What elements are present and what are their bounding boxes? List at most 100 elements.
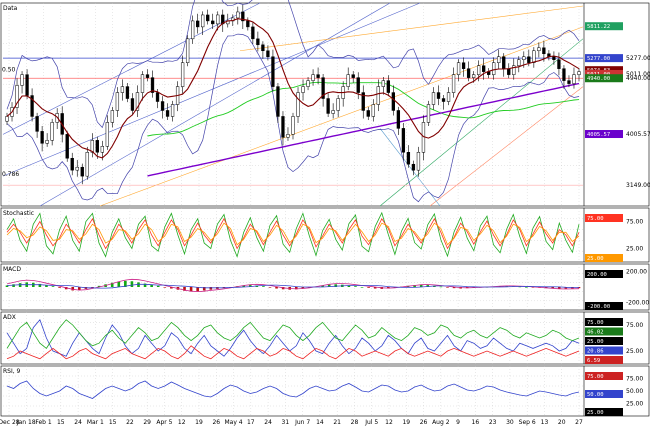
macd-histogram-bar	[321, 285, 324, 287]
candle-body	[50, 122, 54, 141]
pane-title: MACD	[3, 266, 21, 273]
macd-histogram-bar	[45, 285, 48, 287]
trend-line	[39, 2, 391, 207]
macd-histogram-bar	[242, 285, 245, 287]
candle-body	[85, 152, 89, 177]
candle-body	[532, 50, 536, 63]
candle-body	[326, 98, 330, 114]
candle-body	[381, 80, 385, 87]
macd-histogram-bar	[51, 286, 55, 287]
indicator-tag-label: 46.02	[587, 330, 604, 336]
candle-body	[211, 20, 215, 25]
macd-histogram-bar	[97, 285, 101, 287]
candle-body	[406, 152, 411, 165]
candle-body	[45, 140, 49, 144]
candle-body	[165, 110, 170, 117]
fib-label: 0.50	[2, 67, 16, 74]
candle-body	[25, 74, 29, 96]
candle-body	[180, 62, 185, 87]
time-axis-label: Dec 28	[0, 419, 20, 426]
trend-line	[239, 5, 584, 52]
indicator-tag	[585, 337, 623, 345]
indicator-tag	[585, 372, 623, 380]
candle-body	[40, 131, 44, 144]
time-axis-label: 27	[575, 419, 583, 426]
indicator-tag-label: 75.00	[587, 216, 604, 222]
candle-body	[5, 116, 9, 122]
candle-body	[155, 92, 160, 102]
candle-body	[527, 56, 531, 63]
candle-body	[451, 74, 456, 93]
price-axis-tick: 4005.57	[626, 131, 650, 138]
candle-body	[150, 77, 155, 93]
time-axis-label: 28	[351, 419, 359, 426]
candle-body	[346, 74, 350, 87]
candle-body	[190, 20, 195, 40]
time-axis-label: Jul 5	[364, 419, 378, 426]
candle-body	[461, 62, 466, 69]
candle-body	[351, 74, 355, 78]
candle-body	[201, 14, 205, 28]
candle-body	[286, 134, 290, 138]
candle-body	[537, 47, 541, 52]
candle-body	[391, 92, 396, 111]
candle-body	[482, 65, 486, 72]
price-axis-tick: 4940.00	[626, 75, 650, 82]
candle-body	[291, 116, 295, 135]
candle-body	[401, 128, 406, 153]
price-axis-tick: 5277.00	[626, 55, 650, 62]
candle-body	[371, 104, 375, 117]
indicator-tag-label: 25.00	[587, 339, 604, 345]
macd-histogram-bar	[71, 287, 75, 291]
time-axis-label: 12	[385, 419, 393, 426]
candle-body	[15, 85, 19, 108]
trend-line	[379, 38, 584, 207]
candle-body	[552, 56, 556, 60]
macd-histogram-bar	[334, 284, 338, 287]
macd-histogram-bar	[163, 287, 167, 288]
indicator-tag	[585, 214, 623, 222]
candle-body	[80, 166, 84, 177]
indicator-axis-tick: 75.00	[626, 376, 643, 383]
indicator-line--di	[6, 345, 580, 360]
time-axis-label: Aug 2	[432, 419, 450, 426]
candle-body	[366, 110, 370, 117]
indicator-tag-label: 20.86	[587, 349, 604, 355]
candle-body	[70, 157, 74, 171]
time-axis-label: 15	[109, 419, 117, 426]
candle-body	[562, 68, 566, 81]
time-axis-label: Mar 1	[87, 419, 104, 426]
time-axis-label: 20	[558, 419, 566, 426]
macd-histogram-bar	[150, 284, 153, 287]
ma-long	[147, 81, 580, 137]
trend-line	[2, 2, 421, 177]
candle-body	[466, 68, 471, 78]
time-axis-label: 19	[195, 419, 203, 426]
price-axis-tick: 5011.00	[626, 71, 650, 78]
macd-histogram-bar	[202, 287, 206, 291]
indicator-line-adx	[6, 319, 580, 357]
time-axis-label: Jan 18	[16, 419, 36, 426]
pane-frame	[0, 365, 650, 417]
candle-body	[140, 74, 145, 93]
candle-body	[436, 92, 441, 99]
pane-frame	[0, 311, 650, 365]
candle-body	[497, 56, 501, 63]
macd-histogram-bar	[196, 287, 199, 292]
time-axis-label: 17	[247, 419, 255, 426]
indicator-line-rsi	[6, 380, 580, 399]
macd-histogram-bar	[170, 287, 173, 289]
candle-body	[241, 11, 245, 22]
time-axis-label: 26	[212, 419, 220, 426]
indicator-tag	[585, 346, 623, 355]
candle-body	[100, 146, 104, 153]
indicator-tag	[585, 318, 623, 326]
price-axis-tick: 3149.00	[626, 182, 650, 189]
candle-body	[441, 98, 446, 102]
macd-histogram-bar	[91, 287, 94, 288]
price-tag	[585, 22, 623, 31]
macd-histogram-bar	[531, 287, 535, 288]
time-axis-label: Sep 6	[519, 419, 536, 426]
candle-body	[567, 80, 571, 84]
price-tag-label: 4005.57	[587, 132, 610, 138]
